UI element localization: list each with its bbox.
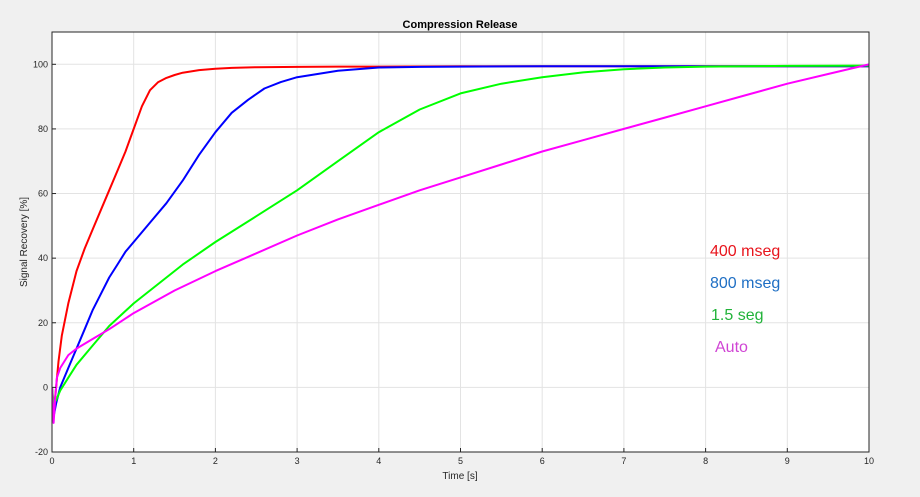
chart-title: Compression Release (403, 19, 518, 31)
x-tick-label: 1 (131, 456, 136, 466)
legend: 400 mseg 800 mseg 1.5 seg Auto (710, 243, 780, 356)
legend-label: Auto (715, 339, 748, 356)
x-tick-label: 6 (540, 456, 545, 466)
x-tick-label: 5 (458, 456, 463, 466)
x-axis-label: Time [s] (442, 471, 477, 482)
legend-label: 1.5 seg (711, 307, 763, 324)
series-line-auto (52, 63, 869, 424)
x-tick-label: 7 (621, 456, 626, 466)
y-tick-label: 100 (33, 59, 48, 69)
x-tick-label: 9 (785, 456, 790, 466)
y-tick-label: -20 (35, 447, 48, 457)
y-tick-label: 40 (38, 253, 48, 263)
x-tick-label: 10 (864, 456, 874, 466)
series-line-1-5-seg (52, 64, 869, 405)
series-line-800-mseg (52, 65, 869, 418)
legend-label: 400 mseg (710, 243, 780, 260)
x-tick-label: 8 (703, 456, 708, 466)
y-tick-label: 80 (38, 124, 48, 134)
x-tick-label: 2 (213, 456, 218, 466)
legend-label: 800 mseg (710, 275, 780, 292)
x-tick-label: 0 (49, 456, 54, 466)
series-lines (52, 63, 869, 424)
y-axis-label: Signal Recovery [%] (19, 197, 30, 287)
y-tick-label: 60 (38, 189, 48, 199)
x-tick-label: 3 (295, 456, 300, 466)
y-tick-label: 20 (38, 318, 48, 328)
y-tick-label: 0 (43, 382, 48, 392)
x-tick-label: 4 (376, 456, 381, 466)
